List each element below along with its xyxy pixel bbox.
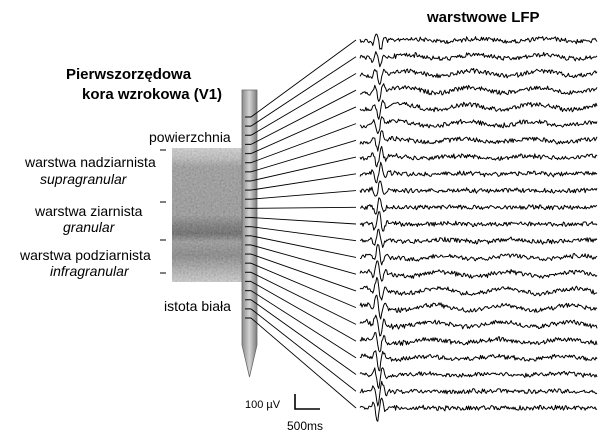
connector-lines	[250, 39, 357, 409]
supragranular-latin-label: supragranular	[40, 171, 128, 187]
lfp-trace	[359, 332, 598, 353]
amplitude-scale-label: 100 µV	[245, 399, 281, 411]
lfp-trace	[359, 116, 598, 135]
lfp-trace	[359, 211, 598, 232]
time-scale-label: 500ms	[287, 419, 323, 433]
lfp-trace	[359, 314, 598, 337]
lfp-trace	[359, 67, 598, 85]
region-title-line2: kora wzrokowa (V1)	[82, 86, 222, 103]
lfp-trace	[359, 161, 598, 184]
lfp-trace	[359, 99, 598, 120]
connector-line	[250, 271, 357, 325]
connector-line	[250, 235, 357, 258]
lfp-trace	[359, 197, 598, 215]
connector-line	[250, 317, 357, 409]
connector-line	[250, 206, 357, 209]
connector-line	[250, 139, 357, 173]
connector-line	[250, 39, 357, 118]
region-title-line1: Pierwszorzędowa	[66, 66, 192, 83]
lfp-trace	[359, 276, 598, 301]
lfp-title: warstwowe LFP	[426, 9, 540, 26]
lfp-trace	[359, 145, 598, 168]
lfp-trace	[359, 294, 598, 320]
connector-line	[250, 190, 357, 200]
lfp-trace	[359, 83, 598, 102]
lfp-traces	[359, 33, 598, 422]
scale-bar	[294, 394, 320, 410]
connector-line	[250, 217, 357, 225]
granular-latin-label: granular	[63, 219, 116, 235]
lfp-trace	[359, 33, 598, 50]
infragranular-label: warstwa podziarnista	[19, 247, 151, 263]
supragranular-label: warstwa nadziarnista	[24, 154, 156, 170]
connector-line	[250, 106, 357, 154]
surface-label: powierzchnia	[149, 129, 231, 145]
lfp-trace	[359, 51, 598, 68]
connector-line	[250, 281, 357, 342]
connector-line	[250, 56, 357, 127]
connector-line	[250, 290, 357, 359]
connector-line	[250, 173, 357, 191]
cortex-tissue-image	[172, 148, 242, 282]
connector-line	[250, 299, 357, 375]
lfp-trace	[359, 260, 598, 282]
infragranular-latin-label: infragranular	[50, 263, 130, 279]
connector-line	[250, 156, 357, 182]
lfp-trace	[359, 380, 598, 407]
lfp-trace	[359, 130, 598, 152]
white-matter-label: istota biała	[164, 298, 231, 314]
lfp-trace	[359, 350, 598, 372]
electrode-contacts	[245, 116, 251, 319]
lfp-trace	[359, 228, 598, 248]
connector-line	[250, 244, 357, 275]
connector-line	[250, 123, 357, 164]
connector-line	[250, 89, 357, 145]
connector-line	[250, 226, 357, 242]
connector-line	[250, 308, 357, 392]
lfp-trace	[359, 397, 598, 422]
layer-boundary-ticks	[160, 149, 166, 274]
lfp-trace	[359, 367, 598, 389]
lfp-trace	[359, 243, 598, 266]
connector-line	[250, 253, 357, 292]
granular-label: warstwa ziarnista	[34, 203, 143, 219]
lfp-trace	[359, 180, 598, 197]
connector-line	[250, 73, 357, 136]
connector-line	[250, 262, 357, 309]
